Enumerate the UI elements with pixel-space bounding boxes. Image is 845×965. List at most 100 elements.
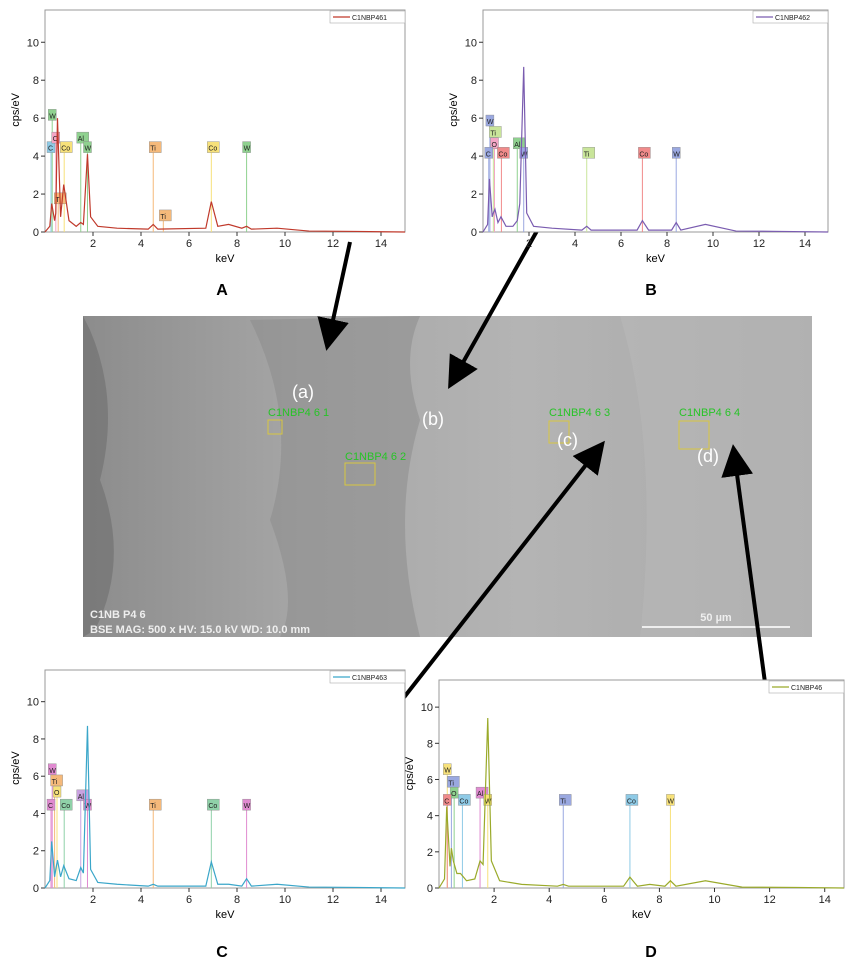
x-tick-label: 4 bbox=[138, 238, 144, 250]
peak-label: Ti bbox=[52, 779, 58, 786]
y-tick-label: 8 bbox=[471, 75, 477, 87]
x-tick-label: 10 bbox=[707, 238, 719, 250]
peak-label: Ti bbox=[448, 780, 454, 787]
y-tick-label: 8 bbox=[33, 734, 39, 746]
peak-label: W bbox=[244, 146, 251, 153]
peak-label: Ti bbox=[560, 798, 566, 805]
y-tick-label: 4 bbox=[471, 151, 477, 163]
peak-label: W bbox=[49, 768, 56, 775]
y-tick-label: 4 bbox=[33, 808, 39, 820]
x-tick-label: 12 bbox=[327, 894, 339, 906]
region-label: C1NBP4 6 1 bbox=[268, 407, 329, 419]
y-axis-label: cps/eV bbox=[448, 92, 460, 126]
x-tick-label: 2 bbox=[90, 894, 96, 906]
legend-label: C1NBP46 bbox=[791, 685, 822, 692]
sem-shade bbox=[620, 316, 812, 637]
y-tick-label: 0 bbox=[33, 227, 39, 239]
peak-label: O bbox=[54, 790, 60, 797]
peak-label: Ti bbox=[150, 803, 156, 810]
peak-label: Ti bbox=[150, 146, 156, 153]
y-axis-label: cps/eV bbox=[404, 756, 416, 790]
legend-label: C1NBP462 bbox=[775, 15, 810, 22]
y-tick-label: 10 bbox=[27, 697, 39, 709]
x-tick-label: 4 bbox=[546, 894, 552, 906]
y-tick-label: 10 bbox=[465, 37, 477, 49]
peak-label: C bbox=[444, 798, 449, 805]
peak-label: Co bbox=[459, 798, 468, 805]
spectrum-chart: 24681012140246810keVcps/eVBWTiOCCoAlWTiC… bbox=[448, 10, 828, 299]
y-tick-label: 2 bbox=[471, 189, 477, 201]
peak-label: O bbox=[451, 791, 457, 798]
plot-frame bbox=[45, 10, 405, 232]
peak-label: Co bbox=[61, 803, 70, 810]
x-tick-label: 14 bbox=[375, 894, 387, 906]
y-tick-label: 8 bbox=[427, 738, 433, 750]
peak-label: W bbox=[84, 146, 91, 153]
point-label: (b) bbox=[422, 409, 444, 429]
x-tick-label: 2 bbox=[90, 238, 96, 250]
plot-frame bbox=[45, 670, 405, 888]
panel-label: C bbox=[216, 944, 228, 960]
x-axis-label: keV bbox=[216, 909, 236, 921]
y-tick-label: 2 bbox=[33, 189, 39, 201]
y-axis-label: cps/eV bbox=[10, 92, 22, 126]
scale-bar-label: 50 µm bbox=[700, 612, 732, 624]
panel-label: D bbox=[645, 944, 657, 960]
point-label: (c) bbox=[557, 430, 578, 450]
legend-label: C1NBP463 bbox=[352, 675, 387, 682]
x-tick-label: 10 bbox=[279, 238, 291, 250]
y-tick-label: 2 bbox=[427, 847, 433, 859]
peak-label: C bbox=[486, 151, 491, 158]
region-label: C1NBP4 6 4 bbox=[679, 407, 740, 419]
sem-image: C1NBP4 6 1 C1NBP4 6 2 C1NBP4 6 3 C1NBP4 … bbox=[83, 316, 812, 637]
y-tick-label: 0 bbox=[471, 227, 477, 239]
peak-label: C bbox=[48, 803, 53, 810]
x-tick-label: 10 bbox=[708, 894, 720, 906]
peak-label: W bbox=[673, 151, 680, 158]
x-tick-label: 6 bbox=[186, 894, 192, 906]
x-axis-label: keV bbox=[216, 253, 236, 265]
sem-caption: BSE MAG: 500 x HV: 15.0 kV WD: 10.0 mm bbox=[90, 624, 310, 636]
peak-label: W bbox=[485, 798, 492, 805]
x-tick-label: 14 bbox=[819, 894, 831, 906]
peak-label: Co bbox=[208, 146, 217, 153]
x-tick-label: 12 bbox=[763, 894, 775, 906]
peak-label: Al bbox=[477, 791, 484, 798]
y-tick-label: 0 bbox=[427, 883, 433, 895]
peak-label: Co bbox=[498, 151, 507, 158]
peak-label: Co bbox=[627, 798, 636, 805]
figure: C1NBP4 6 1 C1NBP4 6 2 C1NBP4 6 3 C1NBP4 … bbox=[0, 0, 845, 960]
x-tick-label: 6 bbox=[618, 238, 624, 250]
x-tick-label: 12 bbox=[753, 238, 765, 250]
region-label: C1NBP4 6 3 bbox=[549, 407, 610, 419]
legend-label: C1NBP461 bbox=[352, 15, 387, 22]
x-axis-label: keV bbox=[632, 909, 652, 921]
panel-label: B bbox=[645, 282, 657, 299]
peak-label: C bbox=[48, 146, 53, 153]
peak-label: Ti bbox=[160, 214, 166, 221]
x-tick-label: 4 bbox=[138, 894, 144, 906]
plot-frame bbox=[439, 680, 844, 888]
x-tick-label: 14 bbox=[375, 238, 387, 250]
sem-caption: C1NB P4 6 bbox=[90, 609, 146, 621]
peak-label: W bbox=[49, 113, 56, 120]
panel-label: A bbox=[216, 282, 228, 299]
x-tick-label: 8 bbox=[234, 238, 240, 250]
region-label: C1NBP4 6 2 bbox=[345, 451, 406, 463]
peak-label: Ti bbox=[584, 151, 590, 158]
x-tick-label: 12 bbox=[327, 238, 339, 250]
x-tick-label: 4 bbox=[572, 238, 578, 250]
y-tick-label: 4 bbox=[33, 151, 39, 163]
x-axis-label: keV bbox=[646, 253, 666, 265]
y-tick-label: 6 bbox=[33, 113, 39, 125]
y-tick-label: 2 bbox=[33, 846, 39, 858]
peak-label: W bbox=[487, 119, 494, 126]
point-label: (a) bbox=[292, 382, 314, 402]
peak-label: W bbox=[244, 803, 251, 810]
peak-label: Co bbox=[61, 146, 70, 153]
x-tick-label: 2 bbox=[491, 894, 497, 906]
peak-label: Ti bbox=[490, 130, 496, 137]
x-tick-label: 2 bbox=[526, 238, 532, 250]
peak-label: W bbox=[444, 768, 451, 775]
y-tick-label: 6 bbox=[471, 113, 477, 125]
